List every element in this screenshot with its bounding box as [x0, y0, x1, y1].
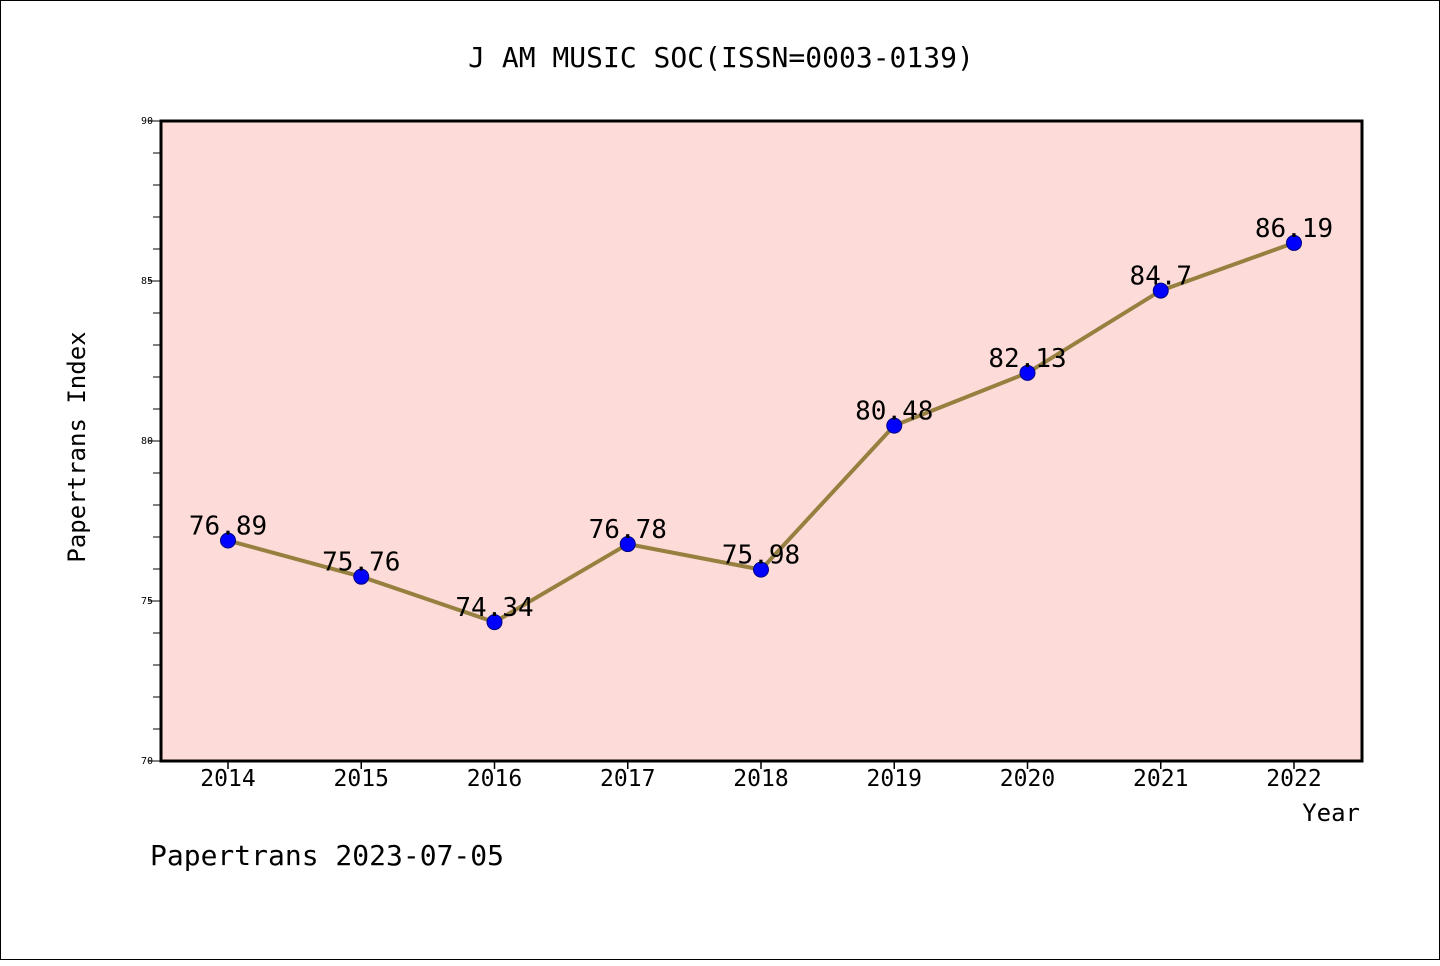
x-tick-label: 2019 — [867, 766, 922, 792]
data-point — [619, 536, 636, 553]
data-label: 86.19 — [1255, 214, 1333, 244]
data-markers — [220, 234, 1302, 631]
data-point — [1019, 364, 1036, 381]
data-point — [753, 561, 769, 578]
x-tick-label: 2015 — [334, 766, 389, 792]
data-label: 80.48 — [855, 397, 933, 427]
y-axis-label: Papertrans Index — [63, 331, 91, 562]
data-label: 76.78 — [589, 515, 667, 545]
data-label: 76.89 — [189, 512, 267, 542]
y-tick-label: 90 — [141, 116, 153, 127]
data-point — [886, 417, 903, 434]
x-tick-label: 2018 — [733, 766, 788, 792]
data-labels: 76.89 75.76 74.34 76.78 75.98 80.48 82.13 84.7 8… — [189, 214, 1333, 623]
y-tick-labels: 70 75 80 85 90 — [141, 116, 153, 767]
chart-title: J AM MUSIC SOC(ISSN=0003-0139) — [468, 41, 974, 74]
data-label: 82.13 — [988, 344, 1066, 374]
y-tick-label: 75 — [141, 596, 153, 607]
data-label: 84.7 — [1129, 262, 1192, 292]
x-tick-labels: 2014 2015 2016 2017 2018 2019 2020 2021 2022 — [200, 766, 1321, 792]
data-point — [486, 614, 503, 631]
data-point — [1286, 234, 1302, 251]
data-label: 75.76 — [322, 548, 400, 578]
x-tick-label: 2020 — [1000, 766, 1055, 792]
plot-area — [161, 121, 1362, 761]
x-axis-label: Year — [1302, 799, 1360, 827]
x-tick-label: 2022 — [1266, 766, 1321, 792]
data-label: 75.98 — [722, 541, 800, 571]
data-label: 74.34 — [455, 593, 533, 623]
x-tick-label: 2016 — [467, 766, 522, 792]
x-tick-label: 2014 — [200, 766, 255, 792]
y-tick-label: 70 — [141, 756, 153, 767]
data-point — [1152, 282, 1169, 299]
y-tick-label: 85 — [141, 276, 153, 287]
footer-date: Papertrans 2023-07-05 — [150, 839, 504, 872]
y-tick-label: 80 — [141, 436, 153, 447]
x-tick-label: 2021 — [1133, 766, 1188, 792]
data-point — [353, 568, 370, 585]
plot-border — [159, 119, 1364, 763]
x-tick-label: 2017 — [600, 766, 655, 792]
data-point — [220, 532, 236, 549]
